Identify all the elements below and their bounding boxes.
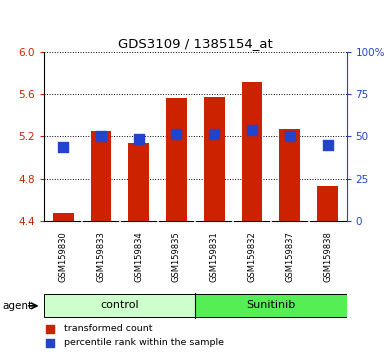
Point bbox=[60, 144, 66, 150]
Text: GSM159838: GSM159838 bbox=[323, 232, 332, 282]
Text: control: control bbox=[100, 300, 139, 310]
Bar bbox=[90, 131, 111, 221]
Text: Sunitinib: Sunitinib bbox=[246, 300, 296, 310]
Bar bbox=[128, 143, 149, 221]
Text: GSM159835: GSM159835 bbox=[172, 232, 181, 282]
Text: transformed count: transformed count bbox=[64, 324, 152, 333]
Bar bbox=[196, 295, 346, 317]
Point bbox=[249, 127, 255, 132]
Bar bbox=[53, 213, 74, 221]
Text: GSM159834: GSM159834 bbox=[134, 232, 143, 282]
Text: GSM159832: GSM159832 bbox=[248, 232, 256, 282]
Point bbox=[47, 326, 54, 332]
Text: GSM159830: GSM159830 bbox=[59, 232, 68, 282]
Text: GSM159833: GSM159833 bbox=[96, 232, 105, 282]
Text: percentile rank within the sample: percentile rank within the sample bbox=[64, 338, 224, 347]
Bar bbox=[242, 82, 263, 221]
Title: GDS3109 / 1385154_at: GDS3109 / 1385154_at bbox=[118, 37, 273, 50]
Bar bbox=[280, 129, 300, 221]
Text: GSM159837: GSM159837 bbox=[285, 232, 295, 282]
Point bbox=[211, 132, 218, 137]
Bar bbox=[317, 186, 338, 221]
Bar bbox=[204, 97, 225, 221]
Text: GSM159831: GSM159831 bbox=[210, 232, 219, 282]
Point bbox=[325, 142, 331, 148]
Bar bbox=[44, 295, 196, 317]
Bar bbox=[166, 98, 187, 221]
Text: agent: agent bbox=[2, 301, 32, 311]
Point bbox=[287, 133, 293, 139]
Point bbox=[98, 133, 104, 139]
Point bbox=[136, 136, 142, 141]
Point bbox=[47, 340, 54, 346]
Point bbox=[173, 132, 179, 137]
